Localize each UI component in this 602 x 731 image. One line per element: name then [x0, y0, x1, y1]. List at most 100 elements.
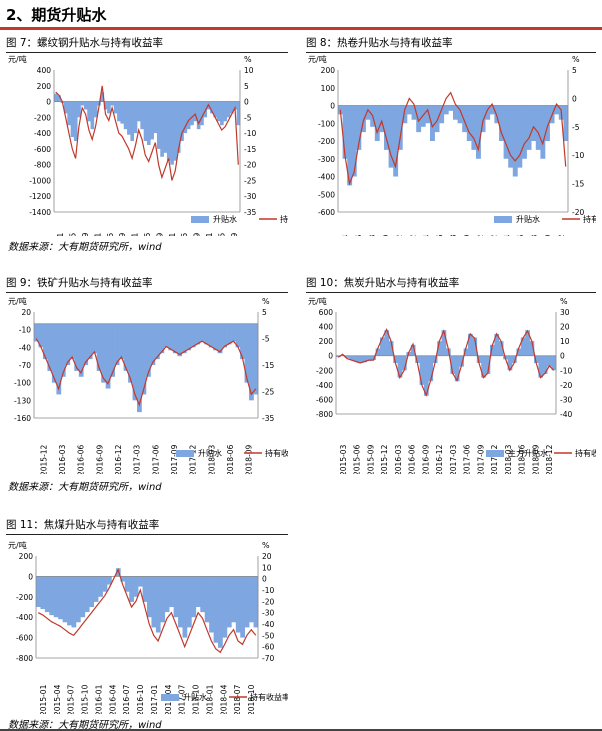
bar-mark — [153, 101, 158, 134]
bar-mark — [204, 323, 210, 345]
bar-mark — [231, 323, 236, 342]
bar-mark — [356, 105, 362, 150]
x-axis-tick-label: 2018-12 — [545, 444, 554, 474]
bar-mark — [92, 323, 98, 354]
bar-mark — [416, 105, 422, 133]
bar-mark — [233, 101, 237, 110]
bar-mark — [190, 101, 194, 126]
x-axis-tick-label: 2018-07 — [233, 684, 242, 714]
x-axis-tick-label: 2016-12 — [395, 234, 404, 236]
bar-mark — [137, 101, 141, 122]
left-axis-tick-label: -600 — [316, 395, 333, 404]
bar-mark — [450, 355, 456, 374]
bar-mark — [114, 323, 120, 365]
bar-mark — [244, 576, 250, 628]
x-axis-tick-label: 2017-12 — [490, 444, 499, 474]
bar-mark — [107, 101, 111, 114]
bar-mark — [388, 341, 394, 356]
bar-mark — [67, 576, 72, 626]
x-axis-tick-label: 2016-05 — [143, 232, 152, 236]
bar-mark — [78, 323, 84, 377]
bar-mark — [235, 323, 241, 348]
left-axis-tick-label: -600 — [16, 634, 33, 643]
right-axis-tick-label: 0 — [244, 98, 249, 107]
left-axis-tick-label: 0 — [328, 352, 333, 361]
legend-label: 持有收益率 — [575, 448, 596, 458]
bar-mark — [375, 348, 381, 356]
x-axis-tick-label: 2018-05 — [217, 232, 226, 236]
bar-mark — [180, 101, 184, 141]
right-axis-unit: % — [244, 55, 252, 64]
bar-mark — [101, 323, 106, 383]
chart-title: 图 11：焦煤升贴水与持有收益率 — [6, 518, 288, 535]
bar-mark — [127, 101, 131, 135]
bar-mark — [535, 105, 541, 150]
left-axis-tick-label: -200 — [16, 593, 33, 602]
bar-mark — [534, 355, 539, 363]
right-axis-tick-label: -15 — [262, 361, 274, 370]
line-series-holding-yield — [35, 338, 257, 407]
bar-mark — [123, 101, 128, 130]
x-axis-tick-label: 2015-10 — [81, 684, 90, 714]
bar-mark — [434, 105, 440, 133]
x-axis-tick-label: 2017-12 — [476, 234, 485, 236]
bar-mark — [522, 105, 527, 159]
bar-mark — [547, 355, 552, 367]
bar-mark — [512, 355, 517, 363]
left-axis-tick-label: -200 — [34, 113, 51, 122]
bar-mark — [196, 101, 201, 130]
bar-mark — [507, 355, 513, 371]
bar-mark — [67, 101, 71, 126]
bar-mark — [457, 105, 463, 124]
right-axis-tick-label: 0 — [262, 575, 267, 584]
bar-mark — [384, 330, 390, 356]
bar-mark — [235, 576, 241, 633]
bar-mark — [344, 355, 350, 358]
bar-mark — [34, 323, 39, 342]
bar-mark — [213, 323, 218, 351]
bar-mark — [195, 323, 201, 345]
bar-mark — [65, 323, 71, 365]
x-axis-tick-label: 2016-09 — [95, 444, 104, 474]
bar-mark — [240, 323, 245, 360]
bar-mark — [40, 576, 46, 610]
x-axis-tick-label: 2018-09 — [245, 444, 254, 474]
left-axis-tick-label: -800 — [34, 161, 51, 170]
legend-label: 升贴水 — [213, 214, 237, 224]
bar-mark — [129, 576, 134, 602]
left-axis-tick-label: 200 — [37, 82, 52, 91]
right-axis-tick-label: -15 — [244, 145, 256, 154]
x-axis-tick-label: 2016-10 — [381, 234, 390, 236]
x-axis-tick-label: 2018-01 — [205, 232, 214, 236]
bar-mark — [437, 341, 442, 356]
bar-mark — [160, 101, 164, 157]
legend-label: 升贴水 — [183, 692, 207, 702]
source-note: 数据来源：大有期货研究所，wind — [8, 242, 162, 253]
bar-mark — [430, 105, 435, 141]
bar-mark — [128, 323, 133, 383]
legend-label: 升贴水 — [516, 214, 540, 224]
bar-mark — [428, 355, 434, 382]
bar-mark — [448, 105, 454, 111]
right-axis-tick-label: -20 — [560, 381, 572, 390]
bar-mark — [236, 101, 241, 126]
bar-mark — [147, 576, 152, 618]
line-series-holding-yield — [55, 85, 239, 181]
bar-mark — [123, 323, 129, 371]
bar-mark — [193, 101, 198, 122]
bar-mark — [512, 105, 518, 177]
bar-mark — [77, 101, 81, 118]
chart-fig11: 元/吨 % 200 0 -200 -400 -600 -800 20 10 0 -10 -20 -30 -4… — [8, 540, 288, 714]
chart-fig7: 元/吨 %4002000-200-400-600-800-1000-1200-14… — [8, 54, 288, 236]
bar-mark — [393, 105, 399, 177]
bar-mark — [216, 101, 221, 122]
left-axis-unit: 元/吨 — [8, 296, 27, 306]
bar-mark — [397, 355, 403, 378]
bar-mark — [454, 355, 460, 382]
bar-mark — [96, 323, 102, 371]
bar-mark — [140, 101, 144, 130]
chart-panel-fig10: 图 10：焦炭升贴水与持有收益率 元/吨% 600 400 200 0 -200 -400-… — [306, 276, 596, 474]
left-axis-tick-label: -200 — [316, 366, 333, 375]
bar-mark — [166, 101, 171, 161]
source-note: 数据来源：大有期货研究所，wind — [8, 482, 162, 493]
